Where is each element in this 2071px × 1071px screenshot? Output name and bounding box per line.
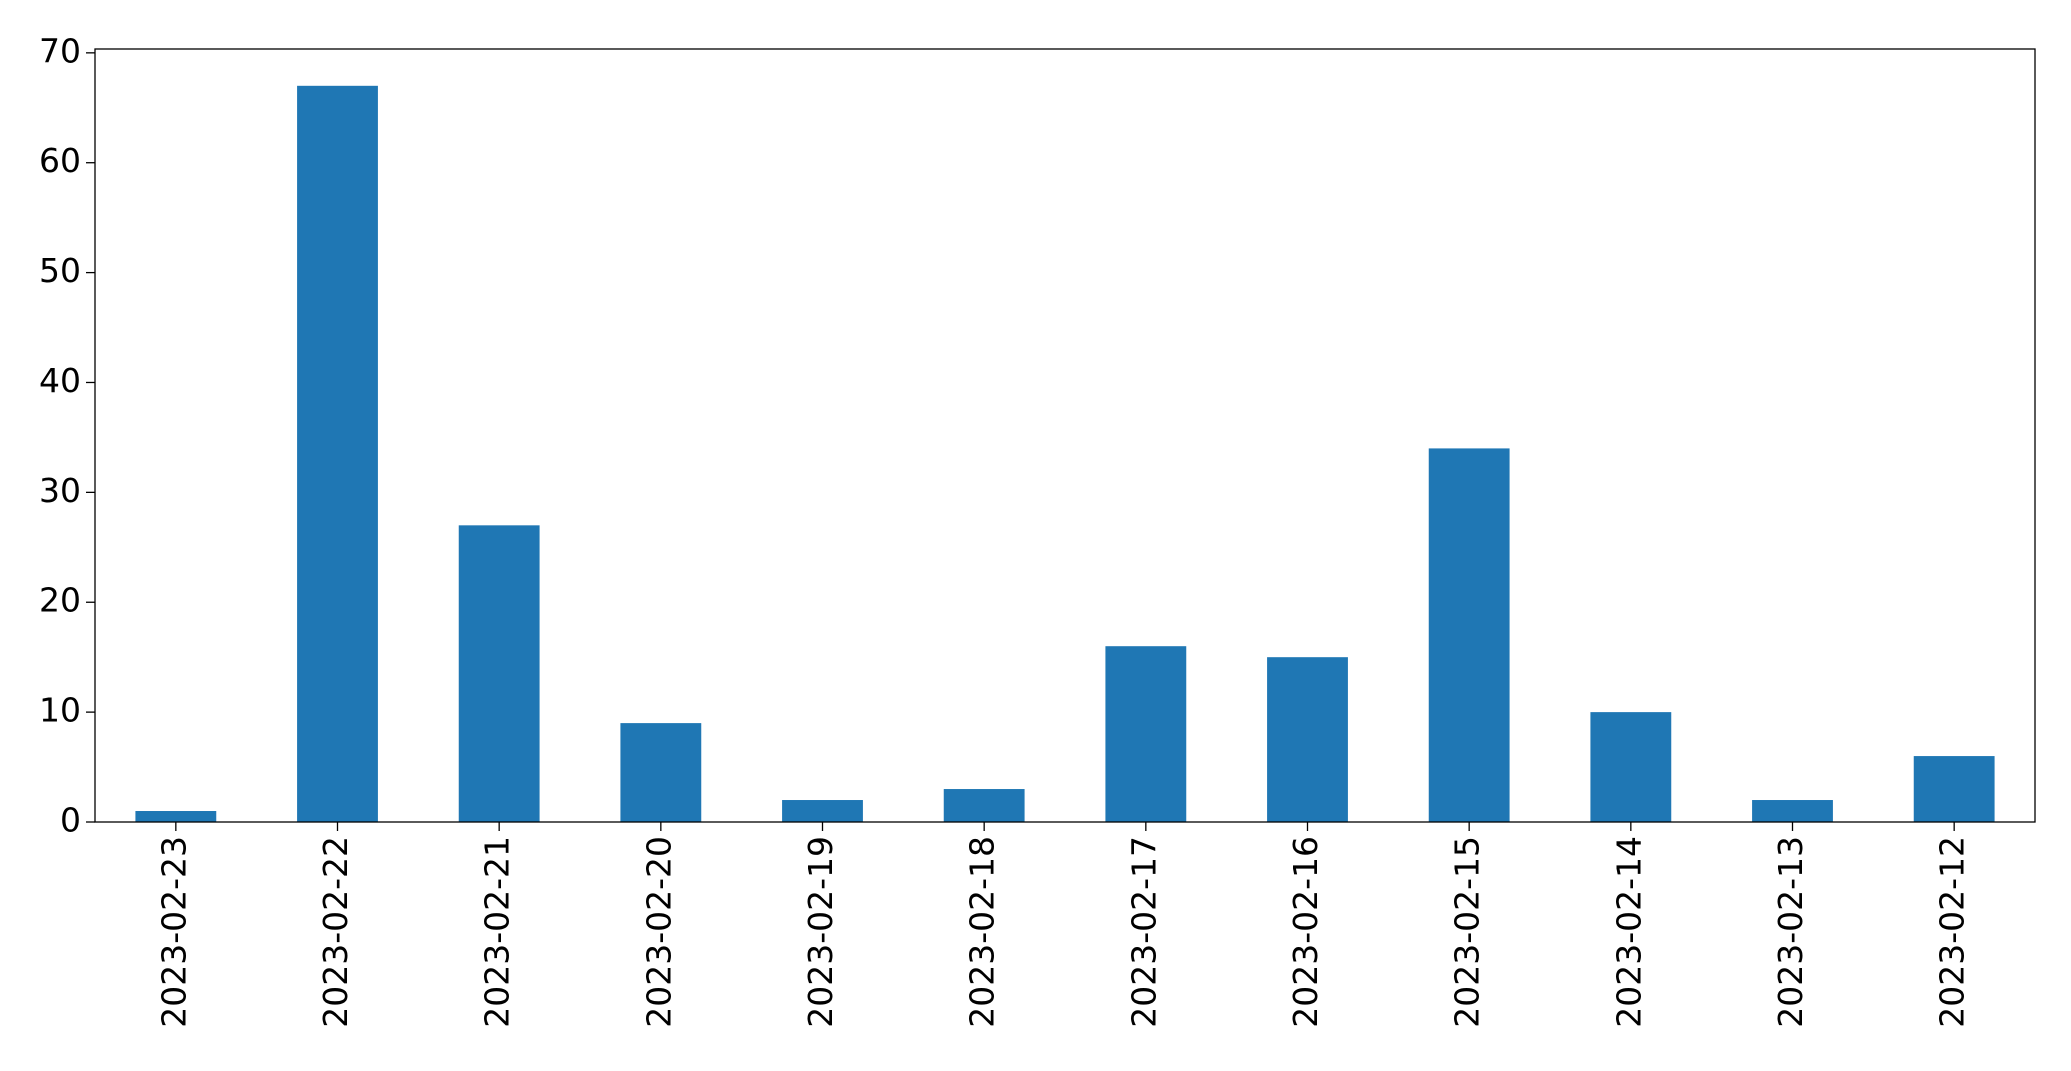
x-tick-label: 2023-02-18 bbox=[963, 836, 1002, 1028]
x-tick-label: 2023-02-15 bbox=[1448, 836, 1487, 1028]
y-tick-label: 20 bbox=[39, 581, 81, 620]
bar bbox=[135, 811, 217, 822]
bar bbox=[782, 800, 863, 822]
x-tick-label: 2023-02-17 bbox=[1124, 836, 1163, 1028]
bar bbox=[943, 789, 1025, 822]
x-tick-label: 2023-02-13 bbox=[1771, 836, 1810, 1028]
y-tick-label: 50 bbox=[39, 251, 81, 290]
y-tick-label: 60 bbox=[39, 141, 81, 180]
bar bbox=[620, 723, 702, 822]
bar bbox=[458, 525, 540, 822]
x-tick-label: 2023-02-21 bbox=[478, 836, 517, 1028]
x-tick-label: 2023-02-20 bbox=[639, 836, 678, 1028]
y-tick-label: 70 bbox=[39, 31, 81, 70]
y-tick-label: 30 bbox=[39, 471, 81, 510]
plot-frame bbox=[94, 48, 2036, 823]
x-tick-label: 2023-02-14 bbox=[1609, 836, 1648, 1028]
bar bbox=[1428, 448, 1510, 822]
x-tick-label: 2023-02-12 bbox=[1933, 836, 1972, 1028]
bar bbox=[1267, 657, 1348, 822]
bar bbox=[297, 85, 378, 823]
x-tick-label: 2023-02-23 bbox=[154, 836, 193, 1028]
y-tick-label: 0 bbox=[60, 801, 81, 840]
bar bbox=[1105, 646, 1187, 822]
bar bbox=[1913, 756, 1995, 822]
y-tick-label: 10 bbox=[39, 691, 81, 730]
x-tick-label: 2023-02-22 bbox=[316, 836, 355, 1028]
x-tick-label: 2023-02-16 bbox=[1286, 836, 1325, 1028]
x-tick-label: 2023-02-19 bbox=[801, 836, 840, 1028]
y-tick-label: 40 bbox=[39, 361, 81, 400]
bar bbox=[1752, 800, 1833, 822]
bar bbox=[1590, 712, 1672, 822]
